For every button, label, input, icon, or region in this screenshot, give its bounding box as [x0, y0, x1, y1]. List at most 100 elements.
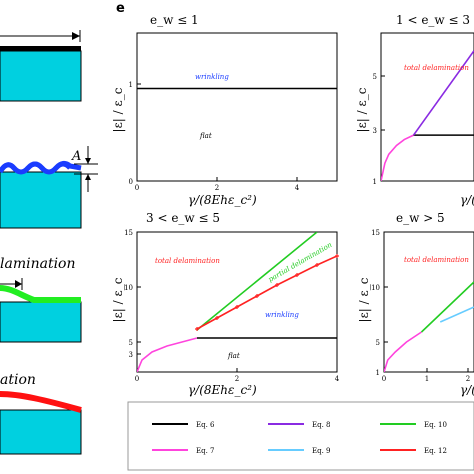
series-eq-12: [196, 255, 337, 330]
y-axis-label: |ε| / ε_c: [111, 277, 125, 322]
y-tick-label: 15: [124, 229, 133, 237]
x-tick-label: 2: [466, 375, 470, 383]
x-tick-label: 4: [335, 375, 340, 383]
amp-arrow-head-up: [85, 174, 91, 180]
y-axis-label: |ε| / ε_c: [111, 87, 125, 132]
legend-label: Eq. 12: [424, 447, 447, 455]
legend-label: Eq. 8: [312, 421, 331, 429]
legend-label: Eq. 6: [196, 421, 215, 429]
left-schematics: A lamination ation: [0, 30, 98, 455]
y-tick-label: 5: [376, 339, 380, 347]
chart-title: 3 < e_w ≤ 5: [146, 211, 220, 225]
amplitude-label: A: [71, 149, 81, 164]
legend: Eq. 6 Eq. 8 Eq. 10 Eq. 7 Eq. 9 Eq. 12: [127, 401, 474, 471]
legend-item: Eq. 9: [268, 447, 331, 455]
plot-frame: [383, 231, 474, 373]
legend-frame: [127, 401, 474, 471]
legend-item: Eq. 8: [268, 421, 331, 429]
panel-label: e: [116, 1, 125, 16]
y-tick-label: 1: [376, 369, 380, 377]
series-eq-7: [384, 331, 422, 372]
substrate-block: [0, 50, 82, 102]
chart-2: 1 3 5 1 < e_w ≤ 3 γ/( |ε| / ε_c total delamina…: [355, 13, 474, 207]
legend-label: Eq. 9: [312, 447, 331, 455]
x-axis-label: γ/(8Ehε_c²): [188, 193, 257, 207]
film-layer: [0, 46, 81, 51]
chart-title: e_w > 5: [396, 211, 445, 225]
x-axis-label: γ/(: [460, 383, 474, 397]
series-eq-10: [420, 281, 474, 333]
red-film: [0, 391, 82, 413]
marker-eq12: [235, 305, 239, 309]
y-tick-label: 3: [129, 351, 133, 359]
x-tick-label: 0: [382, 375, 386, 383]
y-tick-label: 15: [371, 229, 380, 237]
y-tick-label: 10: [124, 284, 133, 292]
x-tick-label: 2: [215, 184, 219, 192]
annotation-flat: flat: [227, 352, 240, 360]
schematic-wrinkled: A: [0, 146, 98, 229]
substrate-block: [0, 409, 82, 455]
chart-title: 1 < e_w ≤ 3: [396, 13, 470, 27]
series-eq-7: [137, 337, 198, 372]
y-tick-label: 1: [129, 81, 133, 89]
y-tick-label: 0: [129, 178, 133, 186]
delam-arrow-head: [15, 280, 22, 288]
series-eq-9: [439, 306, 474, 323]
green-film: [0, 285, 81, 303]
x-tick-label: 1: [425, 375, 429, 383]
y-axis-label: |ε| / ε_c: [357, 277, 371, 322]
y-tick-label: 5: [129, 339, 133, 347]
x-tick-label: 2: [235, 375, 239, 383]
y-tick-label: 5: [373, 73, 377, 81]
annotation-total-delamination: total delamination: [404, 64, 469, 72]
marker-eq12: [215, 316, 219, 320]
substrate-block: [0, 171, 82, 229]
substrate-block: [0, 301, 82, 343]
plot-frame: [380, 32, 474, 182]
length-arrow-head: [72, 32, 80, 40]
series-eq-7: [381, 134, 414, 181]
lamination-text: lamination: [0, 256, 76, 272]
plot-frame: [136, 32, 338, 182]
series-eq-10: [196, 232, 318, 331]
annotation-flat: flat: [199, 132, 212, 140]
schematic-partial: lamination: [0, 256, 82, 343]
chart-3: 0 2 4 3 5 10 15 3 < e_w ≤ 5 γ/(8Ehε_c²) |ε| / ε_c…: [111, 211, 340, 397]
marker-eq12: [195, 327, 199, 331]
annotation-total-delamination: total delamination: [404, 256, 469, 264]
legend-label: Eq. 7: [196, 447, 215, 455]
series-eq-8: [412, 50, 474, 136]
schematic-total: ation: [0, 372, 82, 455]
legend-items: Eq. 6 Eq. 8 Eq. 10 Eq. 7 Eq. 9 Eq. 12: [152, 421, 447, 455]
x-tick-label: 0: [135, 375, 139, 383]
x-tick-label: 0: [135, 184, 139, 192]
amp-arrow-head-down: [85, 158, 91, 164]
y-tick-label: 1: [373, 178, 377, 186]
annotation-wrinkling: wrinkling: [195, 73, 229, 81]
legend-item: Eq. 12: [380, 447, 447, 455]
ation-text: ation: [0, 372, 36, 388]
y-tick-label: 3: [373, 127, 377, 135]
marker-eq12: [255, 294, 259, 298]
wrinkled-film-top: [0, 160, 82, 175]
x-axis-label: γ/(8Ehε_c²): [188, 383, 257, 397]
legend-item: Eq. 7: [152, 447, 215, 455]
legend-label: Eq. 10: [424, 421, 447, 429]
annotation-wrinkling: wrinkling: [265, 311, 299, 319]
legend-item: Eq. 6: [152, 421, 215, 429]
y-tick-label: 10: [371, 284, 380, 292]
x-tick-label: 4: [295, 184, 300, 192]
legend-item: Eq. 10: [380, 421, 447, 429]
x-axis-label: γ/(: [460, 193, 474, 207]
marker-eq12: [295, 273, 299, 277]
y-axis-label: |ε| / ε_c: [355, 87, 369, 132]
schematic-flat: [0, 30, 82, 102]
marker-eq12: [275, 283, 279, 287]
chart-title: e_w ≤ 1: [150, 13, 199, 27]
marker-eq12: [315, 263, 319, 267]
chart-1: 0 2 4 0 1 e_w ≤ 1 γ/(8Ehε_c²) |ε| / ε_c wrinklin…: [111, 13, 338, 207]
